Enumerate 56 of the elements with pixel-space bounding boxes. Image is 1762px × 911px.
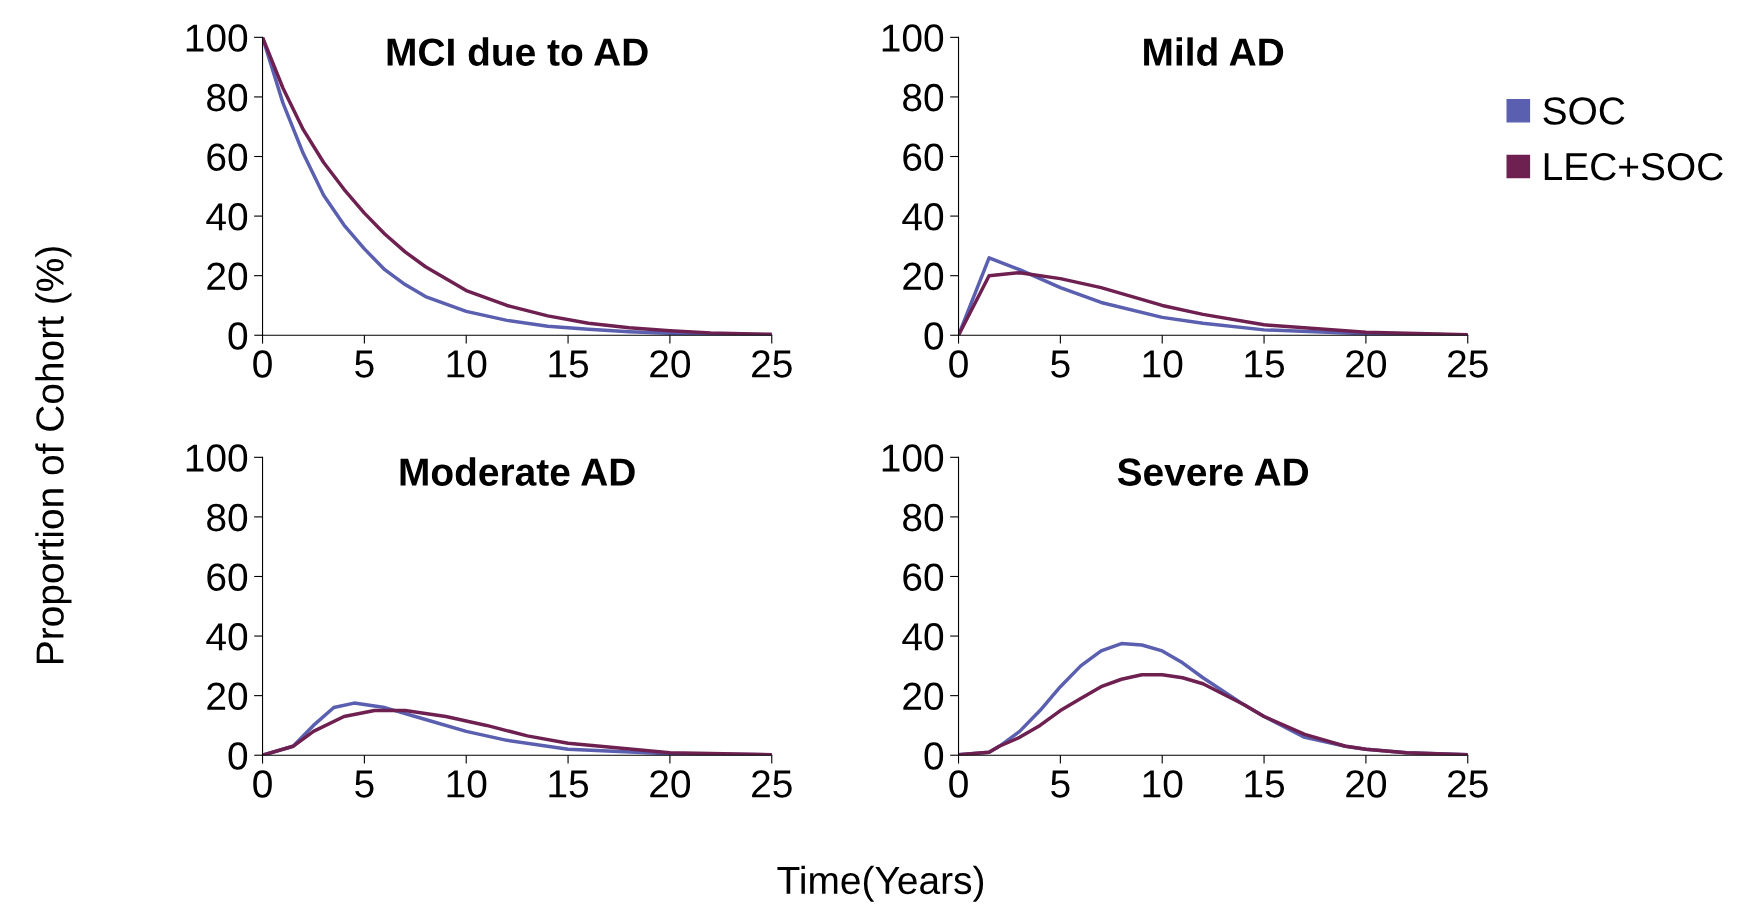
y-tick-label: 80 — [207, 503, 248, 532]
y-tick-label: 20 — [207, 262, 248, 291]
x-tick-label: 5 — [355, 770, 374, 798]
x-tick-label: 0 — [949, 770, 968, 798]
y-tick-label: 60 — [903, 563, 944, 591]
y-tick-label: 60 — [903, 143, 944, 171]
x-tick-label: 15 — [1245, 770, 1285, 798]
y-tick-label: 100 — [882, 444, 944, 472]
x-tick-label: 0 — [253, 350, 272, 378]
y-tick-label: 100 — [186, 24, 248, 52]
chart-title: Moderate AD — [400, 457, 635, 486]
x-tick-label: 20 — [1346, 770, 1387, 798]
y-tick-label: 40 — [902, 623, 944, 651]
y-tick-label: 0 — [228, 322, 248, 350]
x-tick-label: 15 — [549, 350, 589, 378]
chart-title: MCI due to AD — [387, 37, 648, 66]
y-tick-label: 80 — [903, 503, 944, 532]
y-tick-label: 0 — [924, 322, 944, 350]
x-tick-label: 5 — [355, 350, 374, 378]
y-tick-label: 80 — [903, 83, 944, 112]
x-tick-label: 25 — [752, 350, 792, 378]
y-tick-label: 40 — [206, 203, 248, 231]
y-axis-title: Proportion of Cohort (%) — [35, 247, 72, 664]
y-tick-label: 60 — [207, 143, 248, 171]
legend-label: LEC+SOC — [1544, 152, 1723, 181]
x-tick-label: 10 — [1143, 770, 1183, 798]
x-axis-title: Time(Years) — [777, 865, 984, 902]
y-tick-label: 100 — [186, 444, 248, 472]
x-tick-label: 20 — [1346, 350, 1387, 378]
x-tick-label: 10 — [1143, 350, 1183, 378]
y-tick-label: 80 — [207, 83, 248, 112]
x-tick-label: 0 — [253, 770, 272, 798]
y-tick-label: 20 — [903, 262, 944, 291]
x-tick-label: 25 — [752, 770, 792, 798]
x-tick-label: 0 — [949, 350, 968, 378]
y-tick-label: 40 — [206, 623, 248, 651]
x-tick-label: 15 — [549, 770, 589, 798]
x-tick-label: 10 — [447, 770, 487, 798]
y-tick-label: 40 — [902, 203, 944, 231]
chart-title: Mild AD — [1144, 37, 1284, 66]
y-tick-label: 60 — [207, 563, 248, 591]
x-tick-label: 20 — [650, 350, 691, 378]
chart-title: Severe AD — [1117, 458, 1309, 486]
x-tick-label: 15 — [1245, 350, 1285, 378]
x-tick-label: 5 — [1051, 350, 1070, 378]
x-tick-label: 25 — [1448, 770, 1488, 798]
x-tick-label: 5 — [1051, 770, 1070, 798]
y-tick-label: 0 — [228, 742, 248, 770]
y-tick-label: 0 — [924, 742, 944, 770]
x-tick-label: 25 — [1448, 350, 1488, 378]
x-tick-label: 10 — [447, 350, 487, 378]
x-tick-label: 20 — [650, 770, 691, 798]
y-tick-label: 20 — [207, 682, 248, 711]
y-tick-label: 20 — [903, 682, 944, 711]
legend-label: SOC — [1543, 97, 1625, 125]
y-tick-label: 100 — [882, 24, 944, 52]
